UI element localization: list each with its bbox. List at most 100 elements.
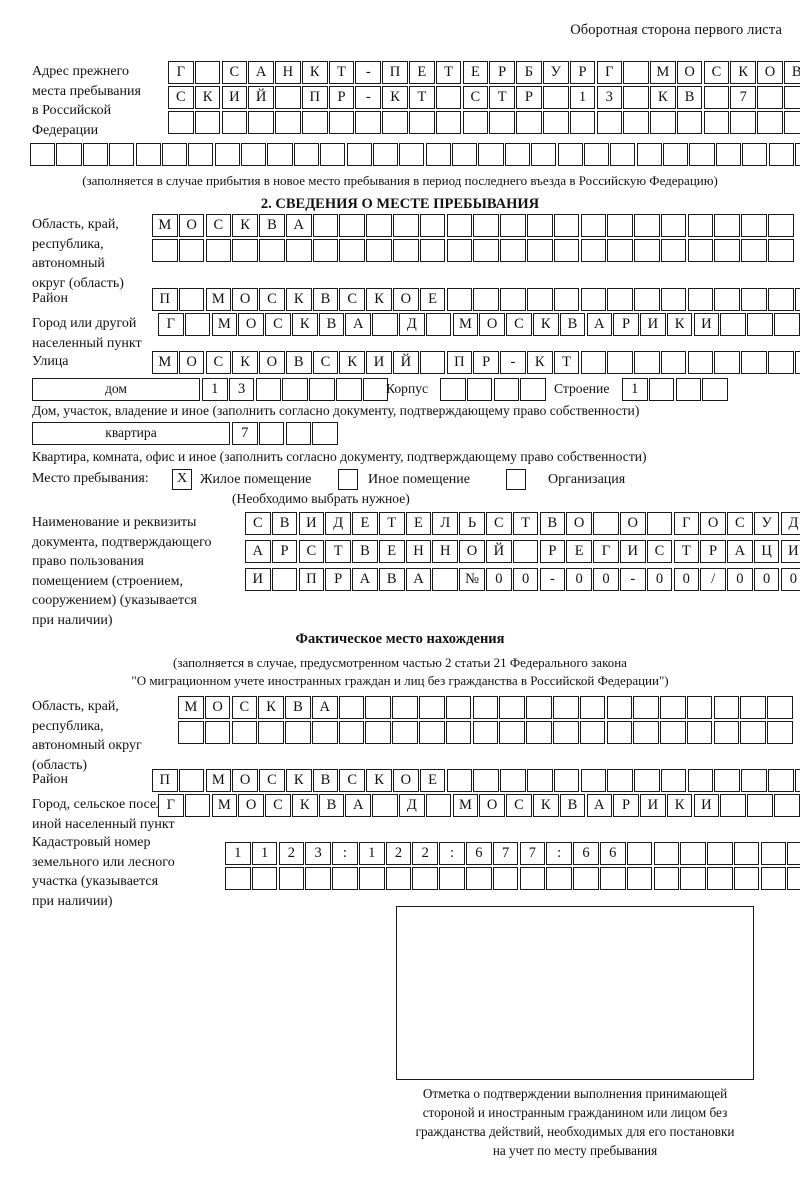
previous-address-r1-cell-10[interactable]: Е (409, 61, 435, 84)
previous-address-r4-cell-13[interactable] (346, 143, 372, 166)
document-r2-cell-4[interactable]: Т (325, 540, 351, 563)
actual-city-cell-4[interactable]: О (238, 794, 264, 817)
stay-option-checkbox-organization[interactable] (506, 469, 526, 490)
document-r1-cell-1[interactable]: С (245, 512, 271, 535)
section2-city-cell-20[interactable]: К (666, 313, 693, 336)
previous-address-r4-cell-7[interactable] (188, 143, 214, 166)
section2-street-cell-16[interactable]: Т (553, 351, 580, 374)
actual-region-r1-cell-16[interactable] (579, 696, 606, 719)
structure-cells[interactable]: 1 (622, 378, 729, 401)
document-r1-cell-19[interactable]: С (727, 512, 753, 535)
section2-district-cell-20[interactable] (660, 288, 687, 311)
section2-street-cell-8[interactable]: К (339, 351, 366, 374)
previous-address-r3-cell-7[interactable] (328, 111, 355, 134)
section2-district-cell-22[interactable] (714, 288, 740, 311)
actual-district-cell-6[interactable]: К (285, 769, 312, 792)
section2-district-cell-11[interactable]: Е (419, 288, 446, 311)
previous-address-r3-cell-17[interactable] (596, 111, 623, 134)
section2-district-cell-17[interactable] (580, 288, 607, 311)
document-r3-cell-6[interactable]: В (378, 568, 405, 591)
flat-cell-2[interactable] (258, 422, 285, 445)
actual-district-cell-11[interactable]: Е (419, 769, 446, 792)
document-r1-cell-2[interactable]: В (271, 512, 298, 535)
previous-address-r2-cell-3[interactable]: И (221, 86, 248, 109)
previous-address-r2-cell-22[interactable]: 7 (730, 86, 756, 109)
section2-region-r2-cell-14[interactable] (500, 239, 526, 262)
actual-region-r2-cell-13[interactable] (499, 721, 525, 744)
previous-address-r1-cell-21[interactable]: С (703, 61, 730, 84)
document-r1-cell-3[interactable]: И (298, 512, 325, 535)
previous-address-r2-cell-10[interactable]: Т (409, 86, 435, 109)
previous-address-r2-cell-24[interactable] (783, 86, 800, 109)
section2-street-cell-7[interactable]: С (312, 351, 339, 374)
section2-city-cell-19[interactable]: И (640, 313, 666, 336)
house-number-cell-4[interactable] (282, 378, 308, 401)
section2-district-cell-13[interactable] (473, 288, 499, 311)
section2-street-cell-9[interactable]: И (366, 351, 392, 374)
previous-address-r3-cell-24[interactable] (783, 111, 800, 134)
document-r2-cell-9[interactable]: О (459, 540, 485, 563)
previous-address-r1-cell-1[interactable]: Г (168, 61, 194, 84)
previous-address-r3-cell-22[interactable] (730, 111, 756, 134)
section2-region-r1-cell-3[interactable]: С (205, 214, 232, 237)
actual-region-r2-cell-21[interactable] (713, 721, 740, 744)
section2-region-r2-cell-15[interactable] (526, 239, 553, 262)
building-cell-4[interactable] (520, 378, 546, 401)
structure-cell-1[interactable]: 1 (622, 378, 648, 401)
cadastral-r2-cell-5[interactable] (332, 867, 358, 890)
previous-address-r4-cell-11[interactable] (293, 143, 319, 166)
section2-street-cell-17[interactable] (580, 351, 607, 374)
previous-address-r2-cell-2[interactable]: К (194, 86, 221, 109)
previous-address-r4-cell-26[interactable] (689, 143, 715, 166)
previous-address-r3-cell-8[interactable] (355, 111, 382, 134)
flat-cell-3[interactable] (285, 422, 312, 445)
previous-address-r3-cell-21[interactable] (703, 111, 730, 134)
previous-address-r2-cell-19[interactable]: К (650, 86, 676, 109)
section2-region-r2-cell-13[interactable] (473, 239, 499, 262)
actual-region-r1-cell-22[interactable] (740, 696, 766, 719)
section2-region-r2-cell-18[interactable] (607, 239, 633, 262)
document-r2-cell-13[interactable]: Е (566, 540, 592, 563)
actual-district-cell-13[interactable] (473, 769, 499, 792)
previous-address-r3-cell-14[interactable] (516, 111, 542, 134)
cadastral-r2-cell-19[interactable] (707, 867, 733, 890)
actual-district-cell-8[interactable]: С (339, 769, 366, 792)
actual-city-cell-15[interactable]: К (532, 794, 559, 817)
actual-region-r2-cell-7[interactable] (338, 721, 365, 744)
previous-address-r3-cell-19[interactable] (650, 111, 676, 134)
previous-address-r3-cell-20[interactable] (676, 111, 703, 134)
section2-district-cell-8[interactable]: С (339, 288, 366, 311)
previous-address-row-3[interactable] (168, 111, 800, 134)
previous-address-r2-cell-9[interactable]: К (382, 86, 408, 109)
cadastral-r2-cell-1[interactable] (225, 867, 251, 890)
section2-district-cell-21[interactable] (687, 288, 714, 311)
house-number-cell-2[interactable]: 3 (228, 378, 255, 401)
actual-city-cell-21[interactable]: И (693, 794, 720, 817)
previous-address-r2-cell-16[interactable]: 1 (569, 86, 596, 109)
section2-district-cell-9[interactable]: К (366, 288, 392, 311)
cadastral-r1-cell-3[interactable]: 2 (278, 842, 305, 865)
previous-address-r4-cell-24[interactable] (636, 143, 662, 166)
actual-district-cell-23[interactable] (741, 769, 767, 792)
cadastral-r1-cell-6[interactable]: 1 (358, 842, 385, 865)
section2-region-r1-cell-8[interactable] (339, 214, 366, 237)
section2-city-cell-21[interactable]: И (693, 313, 720, 336)
previous-address-r1-cell-24[interactable]: В (783, 61, 800, 84)
actual-region-row-2[interactable] (178, 721, 794, 744)
document-r2-cell-5[interactable]: В (352, 540, 378, 563)
previous-address-r4-cell-10[interactable] (267, 143, 293, 166)
section2-street-cell-15[interactable]: К (526, 351, 553, 374)
document-r1-cell-21[interactable]: Д (780, 512, 800, 535)
previous-address-r4-cell-18[interactable] (478, 143, 504, 166)
actual-city-cell-6[interactable]: К (291, 794, 318, 817)
previous-address-r1-cell-16[interactable]: Р (569, 61, 596, 84)
document-r1-cell-6[interactable]: Т (378, 512, 405, 535)
actual-district-cell-3[interactable]: М (205, 769, 232, 792)
previous-address-r1-cell-8[interactable]: - (355, 61, 382, 84)
section2-district-cell-12[interactable] (446, 288, 473, 311)
previous-address-r3-cell-4[interactable] (248, 111, 274, 134)
actual-city-cell-13[interactable]: О (479, 794, 505, 817)
actual-district-cell-16[interactable] (553, 769, 580, 792)
